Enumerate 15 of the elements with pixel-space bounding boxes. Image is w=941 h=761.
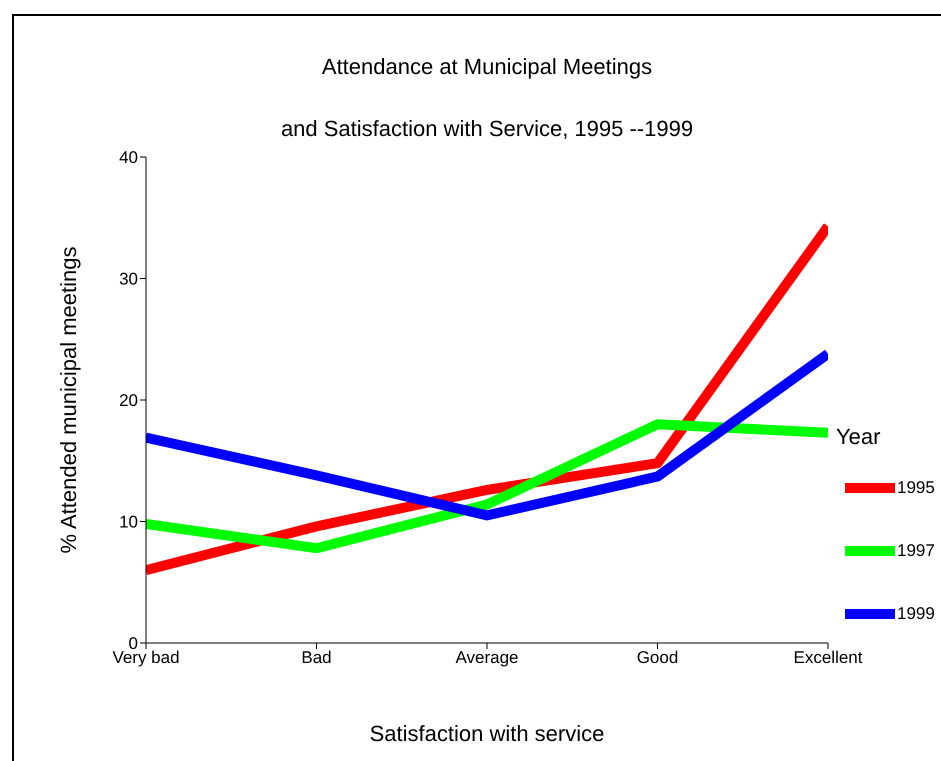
- x-tick-label: Excellent: [794, 648, 863, 668]
- x-axis-title: Satisfaction with service: [370, 721, 604, 746]
- x-tick-label: Average: [455, 648, 519, 668]
- y-tick-label: 40: [119, 148, 138, 168]
- y-tick-label: 30: [119, 270, 138, 289]
- legend-label: 1995: [897, 478, 935, 498]
- legend-title: Year: [836, 424, 882, 451]
- x-tick-label: Good: [636, 648, 678, 668]
- chart-title: Attendance at Municipal Meetings and Satisfaction with Service, 1995 --1999: [280, 54, 694, 141]
- legend-label: 1997: [897, 540, 935, 560]
- y-tick-label: 10: [119, 512, 138, 532]
- y-tick-label: 20: [119, 391, 138, 410]
- y-axis-title: % Attended municipal meetings: [56, 246, 81, 554]
- x-tick-label: Bad: [301, 648, 332, 668]
- legend-label: 1999: [897, 604, 935, 624]
